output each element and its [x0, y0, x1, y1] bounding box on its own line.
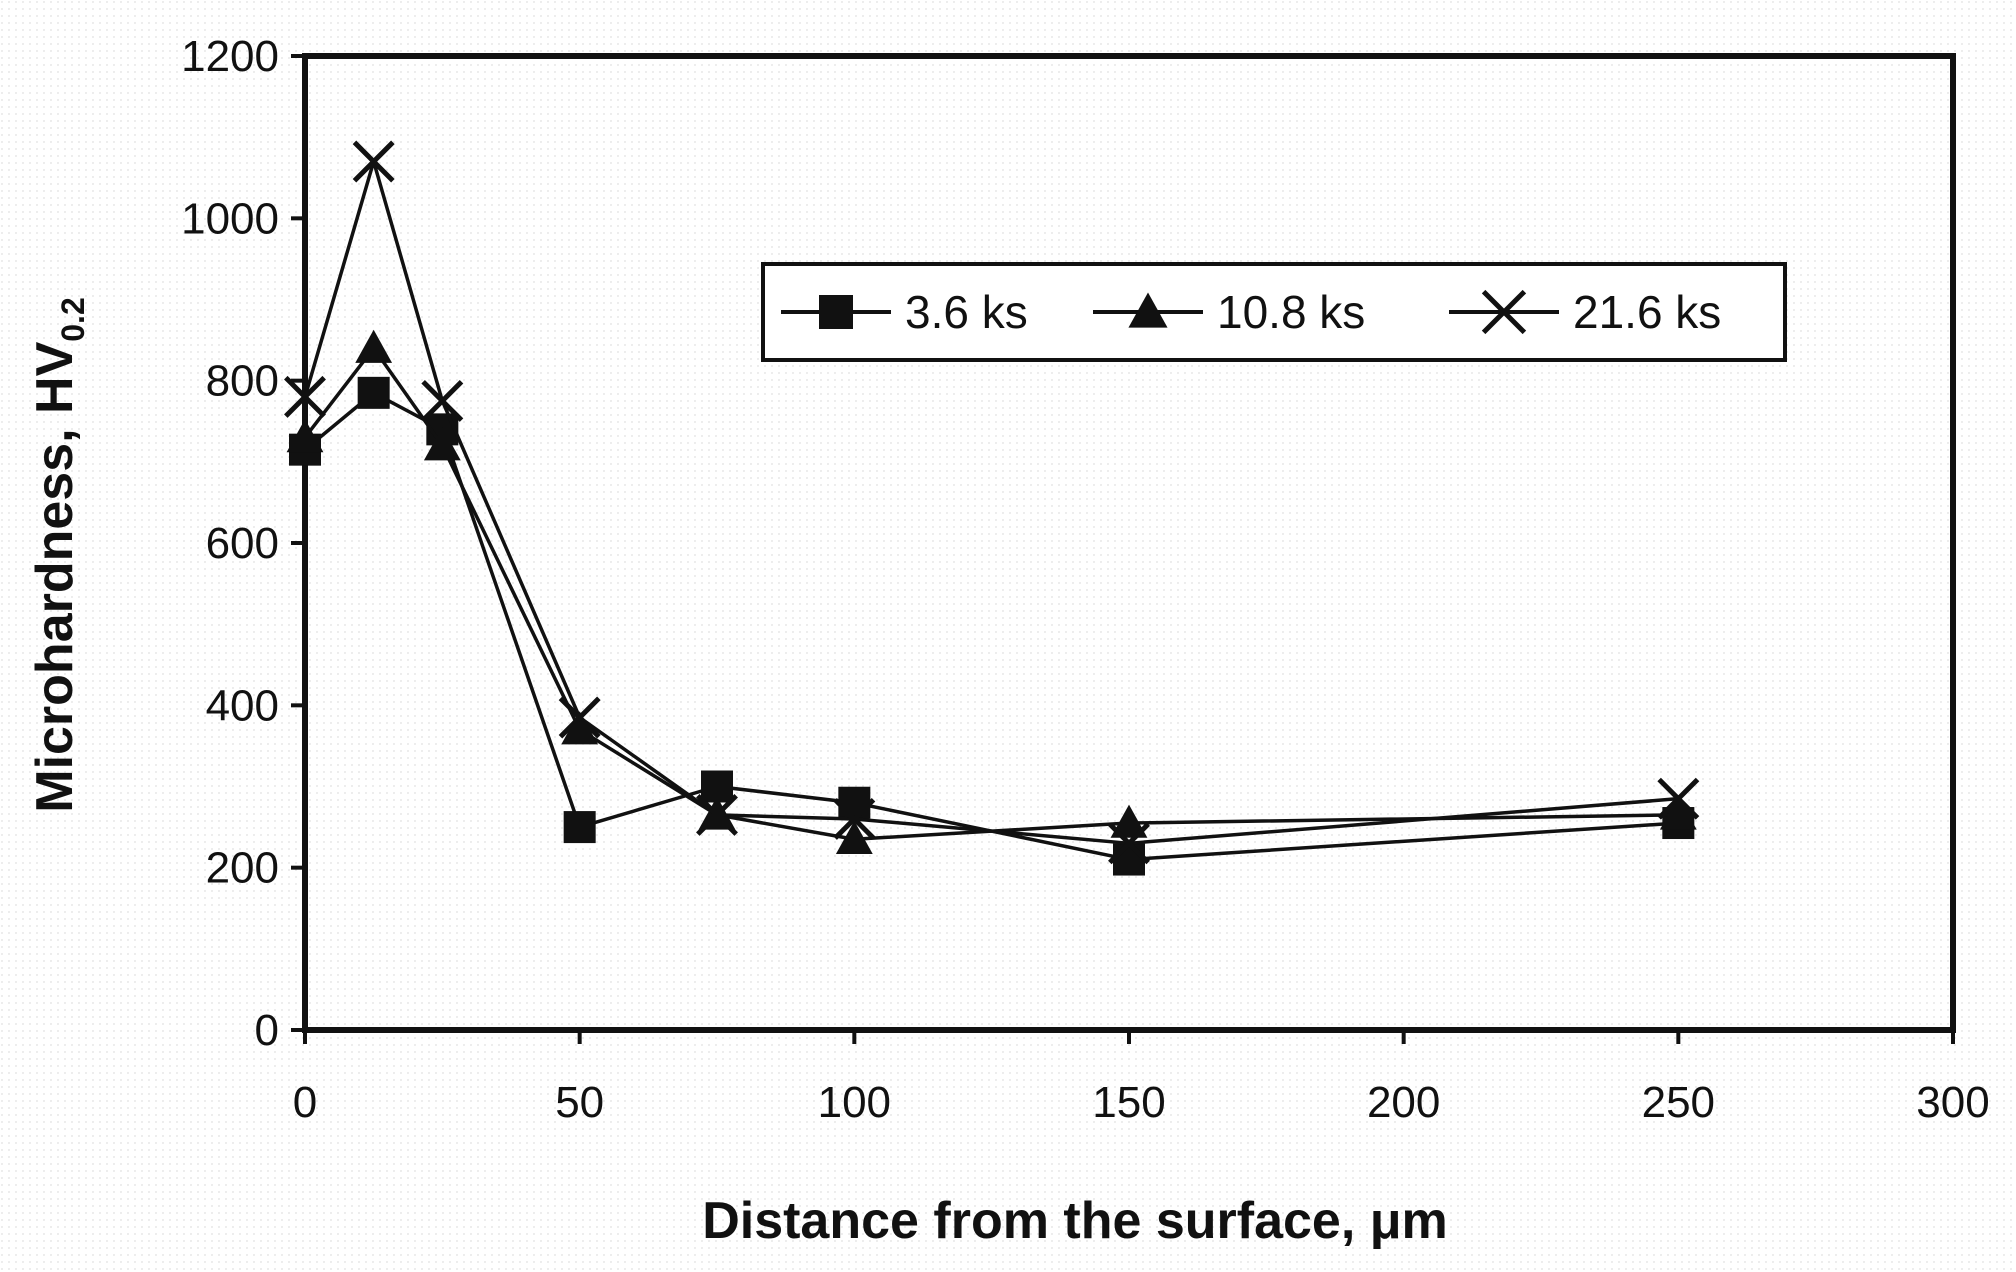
y-tick-label: 1200: [181, 32, 279, 81]
legend-label: 3.6 ks: [905, 286, 1028, 338]
legend-label: 21.6 ks: [1573, 286, 1721, 338]
y-tick-label: 200: [206, 844, 279, 893]
data-point-x: [833, 797, 876, 840]
series-line: [303, 346, 1679, 842]
data-point-triangle: [835, 820, 873, 854]
data-point-x: [421, 379, 464, 422]
x-tick-label: 100: [818, 1078, 891, 1127]
legend-entry: 3.6 ks: [781, 286, 1028, 338]
data-point-triangle: [1659, 796, 1697, 830]
data-point-triangle: [355, 329, 393, 363]
series-line: [303, 159, 1679, 846]
x-axis-title: Distance from the surface, μm: [702, 1192, 1448, 1250]
data-point-triangle: [286, 419, 324, 453]
y-tick-label: 1000: [181, 194, 279, 243]
y-axis-title-main: Microhardness, HV: [26, 341, 84, 812]
x-tick-label: 50: [555, 1078, 604, 1127]
x-tick-label: 0: [293, 1078, 317, 1127]
data-point-x: [1657, 777, 1700, 820]
x-tick-label: 300: [1916, 1078, 1989, 1127]
data-point-x: [284, 375, 326, 418]
legend-entry: 10.8 ks: [1093, 286, 1365, 338]
data-point-x: [696, 793, 738, 836]
data-point-square: [563, 811, 596, 844]
data-point-triangle: [1110, 804, 1148, 838]
legend-box: [761, 262, 1787, 362]
legend: 3.6 ks 10.8 ks 21.6 ks: [761, 262, 1787, 362]
data-point-square: [357, 376, 390, 409]
legend-marker-triangle: [1128, 292, 1168, 328]
series-layer: [284, 140, 1700, 876]
data-point-triangle: [423, 427, 461, 461]
legend-marker-x: [1481, 289, 1527, 335]
y-tick-label: 0: [255, 1006, 279, 1055]
data-point-x: [558, 696, 601, 739]
y-tick-label: 800: [206, 357, 279, 406]
data-point-triangle: [561, 711, 599, 745]
legend-label: 10.8 ks: [1217, 286, 1365, 338]
x-tick-label: 200: [1367, 1078, 1440, 1127]
axis-ticks: 0 200 400 600 800 1000 1200 0 50 100 150 200 250 300: [181, 32, 1990, 1127]
legend-marker-square: [819, 295, 853, 329]
x-tick-label: 150: [1092, 1078, 1165, 1127]
data-point-x: [1108, 822, 1150, 865]
y-tick-label: 600: [206, 519, 279, 568]
y-axis-title: Microhardness, HV0.2: [26, 297, 91, 813]
x-tick-label: 250: [1642, 1078, 1715, 1127]
y-tick-label: 400: [206, 681, 279, 730]
legend-entry: 21.6 ks: [1449, 286, 1721, 338]
data-point-x: [352, 140, 395, 183]
y-axis-title-subscript: 0.2: [55, 297, 91, 341]
data-point-square: [1113, 843, 1145, 876]
data-point-square: [838, 786, 871, 819]
series-21-6-ks: [284, 140, 1700, 865]
